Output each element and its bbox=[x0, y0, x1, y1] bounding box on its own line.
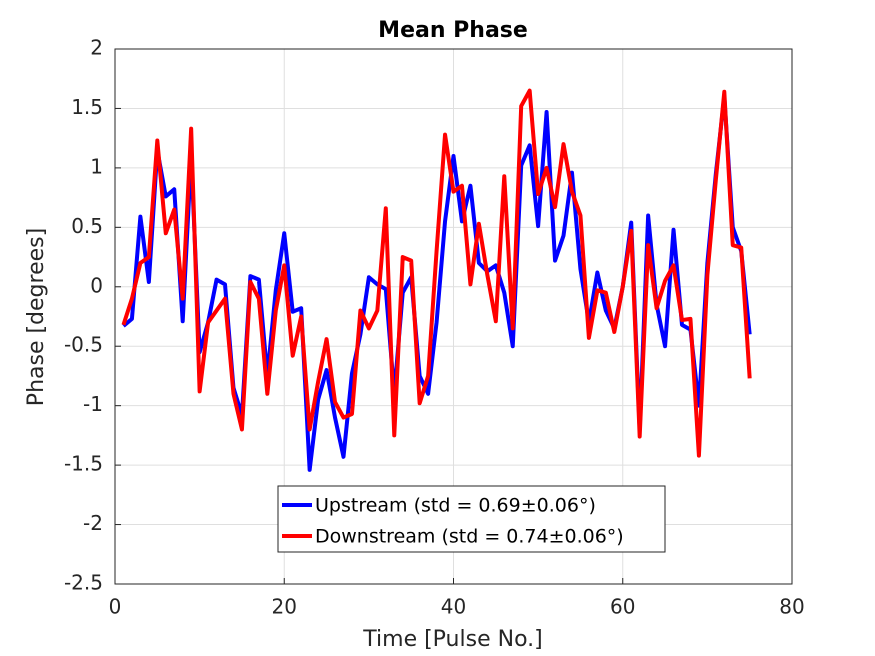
x-tick-label: 60 bbox=[610, 595, 635, 619]
legend-label: Upstream (std = 0.69±0.06°) bbox=[315, 495, 596, 517]
y-tick-label: -2.5 bbox=[64, 571, 103, 595]
lines bbox=[121, 88, 752, 472]
y-tick-label: -2 bbox=[83, 511, 103, 535]
x-tick-label: 40 bbox=[441, 595, 466, 619]
x-tick-label: 80 bbox=[779, 595, 804, 619]
y-tick-label: -1.5 bbox=[64, 452, 103, 476]
legend-box bbox=[277, 485, 666, 553]
x-tick-label: 20 bbox=[272, 595, 297, 619]
legend: Upstream (std = 0.69±0.06°) Downstream (s… bbox=[277, 485, 666, 553]
y-tick-label: -0.5 bbox=[64, 333, 103, 357]
series-line bbox=[121, 88, 752, 458]
x-axis-label: Time [Pulse No.] bbox=[362, 627, 542, 652]
y-tick-label: 0 bbox=[90, 273, 103, 297]
legend-label: Downstream (std = 0.74±0.06°) bbox=[315, 526, 624, 548]
y-tick-label: -1 bbox=[83, 392, 103, 416]
y-tick-label: 1.5 bbox=[71, 95, 103, 119]
y-tick-label: 0.5 bbox=[71, 214, 103, 238]
chart-title: Mean Phase bbox=[378, 18, 528, 43]
y-axis-label: Phase [degrees] bbox=[24, 228, 49, 406]
y-tick-label: 1 bbox=[90, 154, 103, 178]
ticks: 0 20 40 60 80 -2.5 -2 -1.5 -1 -0.5 0 0.5 1 1.5 2 bbox=[64, 36, 805, 619]
x-tick-label: 0 bbox=[109, 595, 122, 619]
y-tick-label: 2 bbox=[90, 36, 103, 60]
